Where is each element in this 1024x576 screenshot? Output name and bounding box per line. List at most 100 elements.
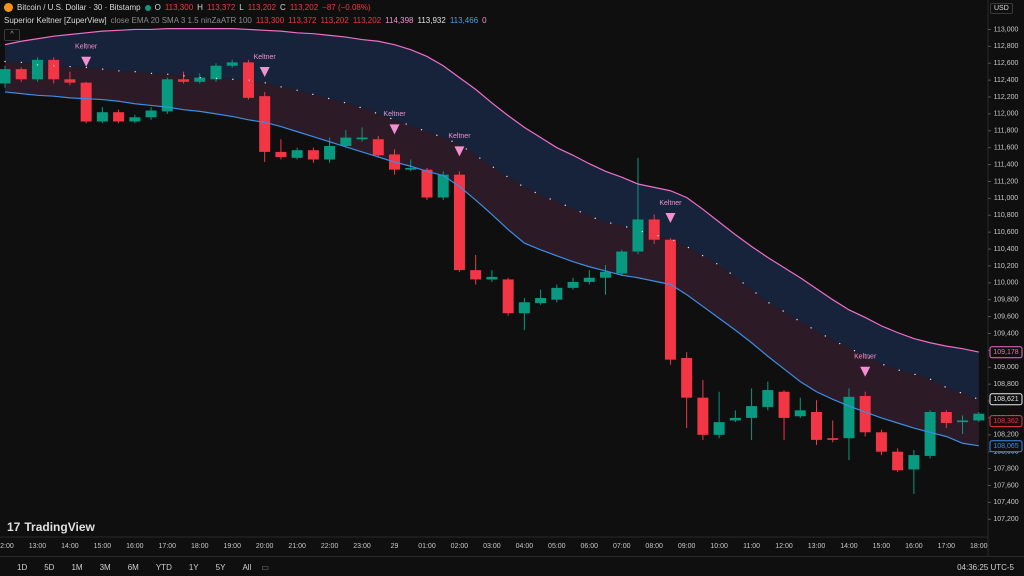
candle-body xyxy=(194,77,206,82)
candle-body xyxy=(178,79,190,82)
x-tick-label: 14:00 xyxy=(840,543,858,550)
ohlc-value: 113,202 xyxy=(247,3,277,12)
band-fill xyxy=(5,61,979,446)
range-button[interactable]: All xyxy=(242,562,252,572)
collapse-button[interactable]: ^ xyxy=(4,29,20,41)
signal-label: Keltner xyxy=(448,133,471,140)
y-tick-label: 113,000 xyxy=(994,26,1019,33)
ohlc: O 113,300 H 113,372 L 113,202 C 113,202 xyxy=(155,3,319,12)
signal-label: Keltner xyxy=(383,111,406,118)
y-tick-label: 107,800 xyxy=(993,465,1018,472)
candle-body xyxy=(762,390,774,407)
ohlc-key: L xyxy=(239,3,244,12)
range-button[interactable]: 6M xyxy=(127,562,139,572)
range-button[interactable]: 5Y xyxy=(215,562,226,572)
signal-label: Keltner xyxy=(254,54,277,61)
logo: 17 TradingView xyxy=(7,520,95,534)
candle-body xyxy=(827,438,839,440)
candle-body xyxy=(291,150,303,158)
candle-body xyxy=(729,417,741,421)
indicator-params: close EMA 20 SMA 3 1.5 ninZaATR 100 xyxy=(110,16,252,25)
candle-body xyxy=(307,150,319,160)
candle-body xyxy=(48,59,60,80)
candle-body xyxy=(437,174,449,198)
range-button[interactable]: YTD xyxy=(155,562,172,572)
candle-body xyxy=(486,276,498,280)
candle-body xyxy=(713,422,725,435)
candle-body xyxy=(453,174,465,271)
logo-mark: 17 xyxy=(7,520,21,534)
candle-body xyxy=(470,270,482,280)
y-tick-label: 107,600 xyxy=(993,482,1018,489)
y-tick-label: 111,800 xyxy=(994,128,1018,135)
y-tick-label: 110,200 xyxy=(994,263,1019,270)
ohlc-value: 113,372 xyxy=(206,3,236,12)
y-tick-label: 108,200 xyxy=(993,432,1018,439)
y-tick-label: 111,000 xyxy=(994,195,1018,202)
candle-body xyxy=(794,410,806,417)
range-button[interactable]: 1D xyxy=(17,562,28,572)
candle-body xyxy=(145,110,157,118)
candle-body xyxy=(405,167,417,170)
x-tick-label: 16:00 xyxy=(905,543,923,550)
indicator-value: 114,398 xyxy=(385,16,414,25)
date-range-icon[interactable]: ▭ xyxy=(261,562,269,572)
candle-body xyxy=(0,69,11,84)
indicator-value: 0 xyxy=(482,16,487,25)
range-button[interactable]: 5D xyxy=(44,562,55,572)
indicator-value: 113,932 xyxy=(417,16,446,25)
status-dot xyxy=(144,4,151,11)
candle-body xyxy=(908,455,920,470)
x-tick-label: 17:00 xyxy=(938,543,956,550)
candle-body xyxy=(664,239,676,360)
x-tick-label: 06:00 xyxy=(581,543,599,550)
y-tick-label: 109,400 xyxy=(993,330,1018,337)
indicator-name[interactable]: Superior Keltner [ZuperView] xyxy=(4,16,107,25)
keltner-line xyxy=(4,60,980,400)
candle-body xyxy=(340,137,352,146)
y-tick-label: 111,200 xyxy=(994,178,1018,185)
candle-body xyxy=(600,271,612,278)
y-tick-label: 112,600 xyxy=(994,60,1019,67)
signal-marker xyxy=(81,56,92,67)
signal-label: Keltner xyxy=(854,354,877,361)
currency[interactable]: USD xyxy=(990,3,1013,14)
x-tick-label: 10:00 xyxy=(710,543,728,550)
y-tick-label: 112,200 xyxy=(994,94,1019,101)
x-tick-label: 02:00 xyxy=(451,543,469,550)
candle-body xyxy=(892,451,904,471)
candle-body xyxy=(502,279,514,314)
candle-body xyxy=(843,396,855,439)
range-button[interactable]: 1Y xyxy=(188,562,199,572)
x-tick-label: 01:00 xyxy=(418,543,436,550)
candle-body xyxy=(129,117,141,122)
candle-body xyxy=(15,69,27,80)
x-tick-label: 12:00 xyxy=(775,543,793,550)
candle-body xyxy=(96,112,108,122)
candle-body xyxy=(583,277,595,282)
ohlc-value: 113,202 xyxy=(289,3,319,12)
change: −87 (−0.08%) xyxy=(322,3,371,12)
symbol[interactable]: Bitcoin / U.S. Dollar · 30 · Bitstamp xyxy=(17,3,141,12)
y-tick-label: 111,400 xyxy=(994,161,1018,168)
candle-body xyxy=(940,412,952,423)
range-button[interactable]: 3M xyxy=(99,562,111,572)
x-tick-label: 18:00 xyxy=(970,543,988,550)
price-tag xyxy=(989,440,1023,453)
y-tick-label: 112,400 xyxy=(994,77,1019,84)
candle-body xyxy=(31,59,43,80)
candle-body xyxy=(242,62,254,98)
ohlc-value: 113,300 xyxy=(164,3,194,12)
y-tick-label: 110,600 xyxy=(994,229,1019,236)
candle-body xyxy=(957,420,969,423)
x-tick-label: 15:00 xyxy=(873,543,891,550)
y-tick-label: 107,200 xyxy=(993,516,1018,523)
x-tick-label: 14:00 xyxy=(61,543,79,550)
ohlc-key: O xyxy=(154,3,161,12)
price-tag xyxy=(989,393,1023,406)
candle-body xyxy=(210,65,222,80)
range-button[interactable]: 1M xyxy=(71,562,83,572)
indicator-value: 113,372 xyxy=(288,16,317,25)
